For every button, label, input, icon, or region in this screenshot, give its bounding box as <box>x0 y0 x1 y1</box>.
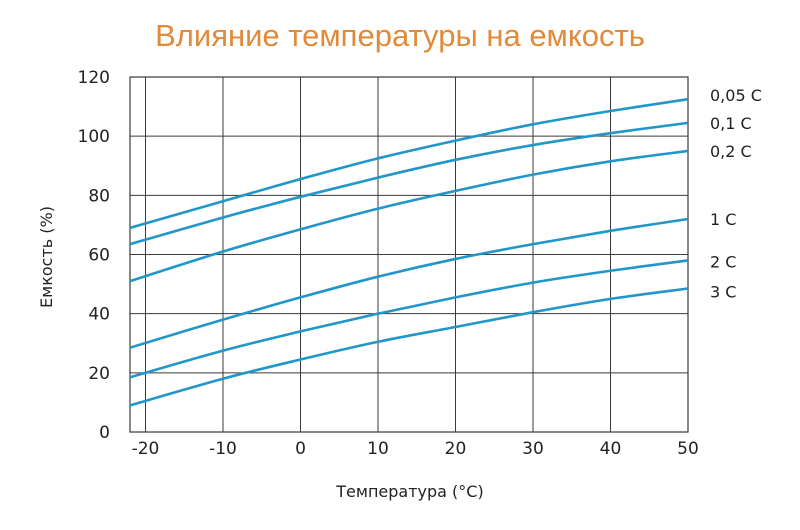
series-line <box>129 121 689 246</box>
series-line <box>129 287 689 407</box>
series-line <box>129 259 689 379</box>
x-tick-label: 50 <box>677 439 699 459</box>
y-tick-label: 80 <box>88 186 110 206</box>
chart-title: Влияние температуры на емкость <box>155 18 645 53</box>
x-tick-label: -10 <box>209 439 237 459</box>
series-label: 3 C <box>710 283 736 302</box>
y-tick-label: 40 <box>88 305 110 325</box>
series-line <box>129 97 689 230</box>
y-tick-label: 20 <box>88 364 110 384</box>
series-line <box>129 149 689 283</box>
series-label: 0,2 C <box>710 142 752 161</box>
series-labels: 0,05 C 0,1 C 0,2 C 1 C 2 C 3 C <box>710 86 762 301</box>
x-tick-label: 20 <box>445 439 467 459</box>
x-tick-label: 10 <box>367 439 389 459</box>
series-label: 0,1 C <box>710 114 752 133</box>
series-line <box>129 217 689 349</box>
y-tick-label: 120 <box>78 68 110 88</box>
x-tick-label: -20 <box>132 439 160 459</box>
axis-labels: -20 -10 0 10 20 30 40 50 0 20 40 60 80 100 120 <box>78 68 699 459</box>
y-tick-label: 60 <box>88 246 110 266</box>
y-tick-label: 100 <box>78 127 110 147</box>
series-label: 1 C <box>710 210 736 229</box>
y-tick-label: 0 <box>99 423 110 443</box>
x-axis-label: Температура (°C) <box>335 482 483 501</box>
series-label: 0,05 C <box>710 86 762 105</box>
y-axis-label: Емкость (%) <box>37 206 56 308</box>
x-tick-label: 40 <box>600 439 622 459</box>
x-tick-label: 0 <box>295 439 306 459</box>
series-label: 2 C <box>710 252 736 271</box>
x-tick-label: 30 <box>522 439 544 459</box>
series-lines <box>129 97 689 407</box>
